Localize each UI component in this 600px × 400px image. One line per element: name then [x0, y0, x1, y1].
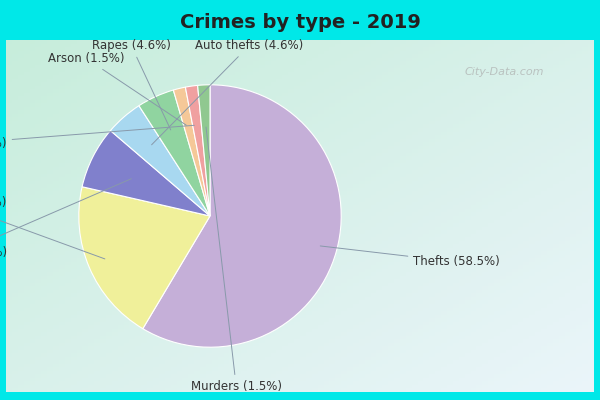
Wedge shape: [185, 85, 210, 216]
Text: Burglaries (20.0%): Burglaries (20.0%): [0, 196, 105, 259]
Wedge shape: [139, 90, 210, 216]
Text: Crimes by type - 2019: Crimes by type - 2019: [179, 12, 421, 32]
Wedge shape: [143, 85, 341, 347]
Text: Arson (1.5%): Arson (1.5%): [48, 52, 186, 125]
Text: Rapes (4.6%): Rapes (4.6%): [92, 39, 171, 130]
Text: Murders (1.5%): Murders (1.5%): [191, 127, 282, 393]
Text: Auto thefts (4.6%): Auto thefts (4.6%): [152, 39, 304, 145]
Text: Assaults (7.7%): Assaults (7.7%): [0, 179, 131, 259]
Wedge shape: [197, 85, 210, 216]
Wedge shape: [82, 130, 210, 216]
Text: Thefts (58.5%): Thefts (58.5%): [320, 246, 500, 268]
Text: Robberies (1.5%): Robberies (1.5%): [0, 125, 194, 150]
Text: City-Data.com: City-Data.com: [464, 67, 544, 77]
Wedge shape: [79, 187, 210, 329]
Wedge shape: [173, 87, 210, 216]
Wedge shape: [110, 106, 210, 216]
